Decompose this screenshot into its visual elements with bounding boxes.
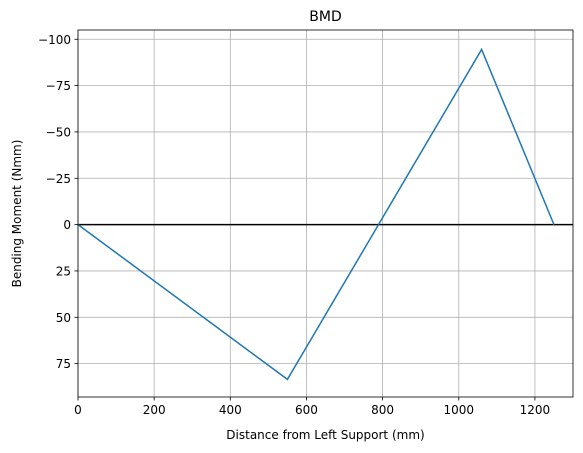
x-tick-label: 1000	[443, 403, 474, 417]
y-tick-label: 50	[56, 311, 71, 325]
chart-title: BMD	[309, 9, 341, 25]
plot-area	[78, 30, 573, 397]
series-group	[77, 47, 555, 381]
x-tick-label: 0	[74, 403, 82, 417]
x-tick-label: 1200	[520, 403, 551, 417]
y-tick-label: −100	[38, 33, 71, 47]
y-axis-ticks: −100 −75 −50 −25 0 25 50 75	[38, 33, 78, 371]
y-tick-label: −75	[46, 79, 71, 93]
y-tick-label: −25	[46, 172, 71, 186]
x-axis-ticks: 0 200 400 600 800 1000 1200	[74, 397, 550, 417]
y-tick-label: 25	[56, 264, 71, 278]
x-tick-label: 400	[219, 403, 242, 417]
x-tick-label: 200	[143, 403, 166, 417]
grid-lines	[77, 30, 573, 397]
y-tick-label: −50	[46, 125, 71, 139]
x-axis-label: Distance from Left Support (mm)	[226, 428, 424, 442]
x-tick-label: 800	[371, 403, 394, 417]
bending-moment-line	[77, 47, 555, 381]
y-axis-label: Bending Moment (Nmm)	[10, 140, 24, 288]
y-tick-label: 75	[56, 357, 71, 371]
x-tick-label: 600	[295, 403, 318, 417]
plot-frame	[77, 29, 574, 398]
y-tick-label: 0	[63, 218, 71, 232]
